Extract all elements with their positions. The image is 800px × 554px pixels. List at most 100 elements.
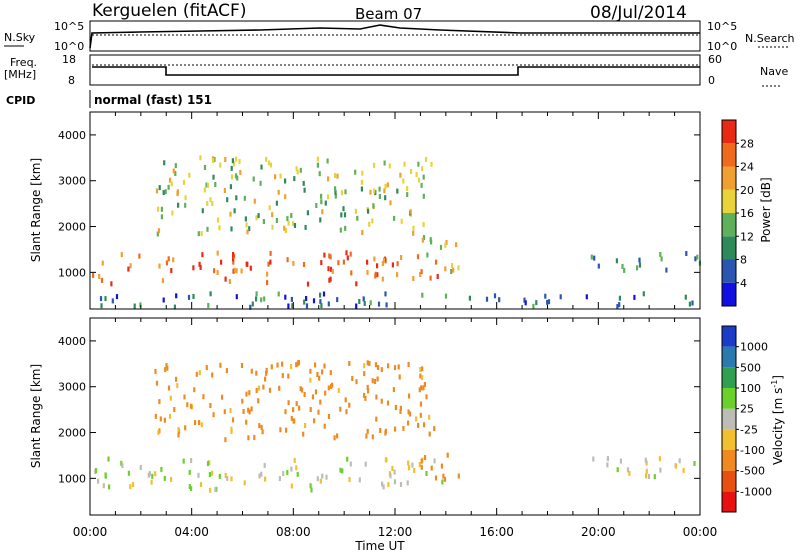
echo-cell [354, 169, 357, 175]
echo-cell [329, 266, 333, 272]
echo-cell [235, 268, 238, 274]
echo-cell [406, 480, 409, 486]
echo-cell [350, 270, 353, 276]
echo-cell [212, 412, 215, 418]
nsky-label: N.Sky [4, 31, 36, 44]
echo-cell [304, 224, 307, 230]
echo-cell [206, 226, 209, 232]
echo-cell [339, 406, 342, 412]
echo-cell [200, 231, 203, 237]
echo-cell [278, 476, 281, 482]
echo-cell [633, 294, 636, 300]
echo-cell [628, 470, 631, 476]
echo-cell [345, 409, 348, 415]
echo-cell [371, 378, 374, 384]
echo-cell [296, 169, 299, 175]
echo-cell [388, 163, 391, 169]
echo-cell [245, 391, 248, 397]
echo-cell [101, 260, 104, 266]
echo-cell [100, 303, 103, 309]
echo-cell [304, 423, 307, 428]
echo-cell [341, 468, 344, 474]
echo-cell [485, 296, 489, 302]
echo-cell [394, 405, 397, 410]
echo-cell [393, 365, 397, 371]
echo-cell [214, 487, 217, 492]
x-tick-labels: 00:00 04:00 08:00 12:00 16:00 20:00 00:00 [73, 525, 718, 539]
echo-cell [411, 462, 414, 468]
echo-cell [232, 256, 235, 262]
echo-cell [232, 259, 235, 265]
echo-cell [345, 250, 348, 256]
echo-cell [244, 216, 247, 222]
echo-cell [407, 409, 410, 415]
echo-cell [379, 428, 382, 433]
echo-cell [199, 264, 202, 270]
echo-cell [443, 476, 447, 482]
colorbar-tick-label: 8 [740, 254, 747, 267]
echo-cell [331, 268, 334, 274]
echo-cell [378, 194, 381, 199]
echo-cell [626, 467, 630, 473]
echo-cell [293, 418, 296, 424]
y-tick-label: 3000 [58, 381, 86, 394]
echo-cell [290, 415, 293, 421]
echo-cell [284, 178, 287, 184]
x-tick-label: 04:00 [174, 525, 209, 539]
echo-cell [203, 187, 206, 193]
echo-cell [328, 253, 331, 259]
echo-cell [297, 360, 300, 366]
echo-cell [278, 385, 281, 391]
nave-tick-bottom: 0 [708, 74, 715, 87]
echo-cell [377, 301, 381, 307]
echo-cell [412, 230, 415, 236]
echo-cell [268, 205, 271, 211]
echo-cell [303, 299, 306, 305]
echo-cell [638, 262, 642, 268]
echo-cell [233, 267, 236, 273]
nsearch-label: N.Search [745, 32, 795, 45]
echo-cell [231, 417, 235, 423]
echo-cell [320, 199, 323, 205]
echo-cell [293, 176, 296, 182]
echo-cell [653, 474, 656, 480]
echo-cell [425, 394, 428, 400]
echo-cell [299, 386, 302, 392]
colorbar-segment [722, 120, 736, 144]
echo-cell [214, 182, 217, 187]
echo-cell [412, 225, 415, 231]
echo-cell [255, 370, 258, 376]
echo-cell [299, 167, 302, 173]
echo-cell [365, 433, 368, 439]
echo-cell [197, 231, 200, 237]
echo-cell [361, 170, 364, 176]
echo-cell [168, 177, 172, 183]
echo-cell [436, 274, 439, 279]
echo-cell [290, 213, 293, 218]
echo-cell [251, 301, 254, 307]
colorbar-segment [722, 282, 736, 306]
echo-cell [277, 189, 280, 195]
echo-cell [371, 434, 374, 440]
echo-cell [233, 208, 236, 214]
echo-cell [384, 291, 387, 297]
colorbar-segment [722, 491, 736, 512]
echo-cell [546, 299, 549, 305]
x-tick-label: 16:00 [479, 525, 514, 539]
echo-cell [269, 259, 272, 265]
y-tick-label: 1000 [58, 266, 86, 279]
echo-cell [216, 250, 219, 256]
echo-cell [158, 263, 161, 269]
echo-cell [265, 367, 268, 373]
echo-cell [162, 297, 165, 303]
echo-cell [330, 384, 333, 389]
echo-cell [368, 361, 371, 366]
echo-cell [257, 385, 261, 391]
echo-cell [302, 431, 305, 437]
echo-cell [320, 193, 323, 199]
echo-cell [172, 168, 175, 174]
echo-cell [174, 163, 177, 169]
echo-cell [292, 407, 295, 413]
echo-cell [265, 370, 268, 376]
echo-cell [205, 182, 208, 188]
